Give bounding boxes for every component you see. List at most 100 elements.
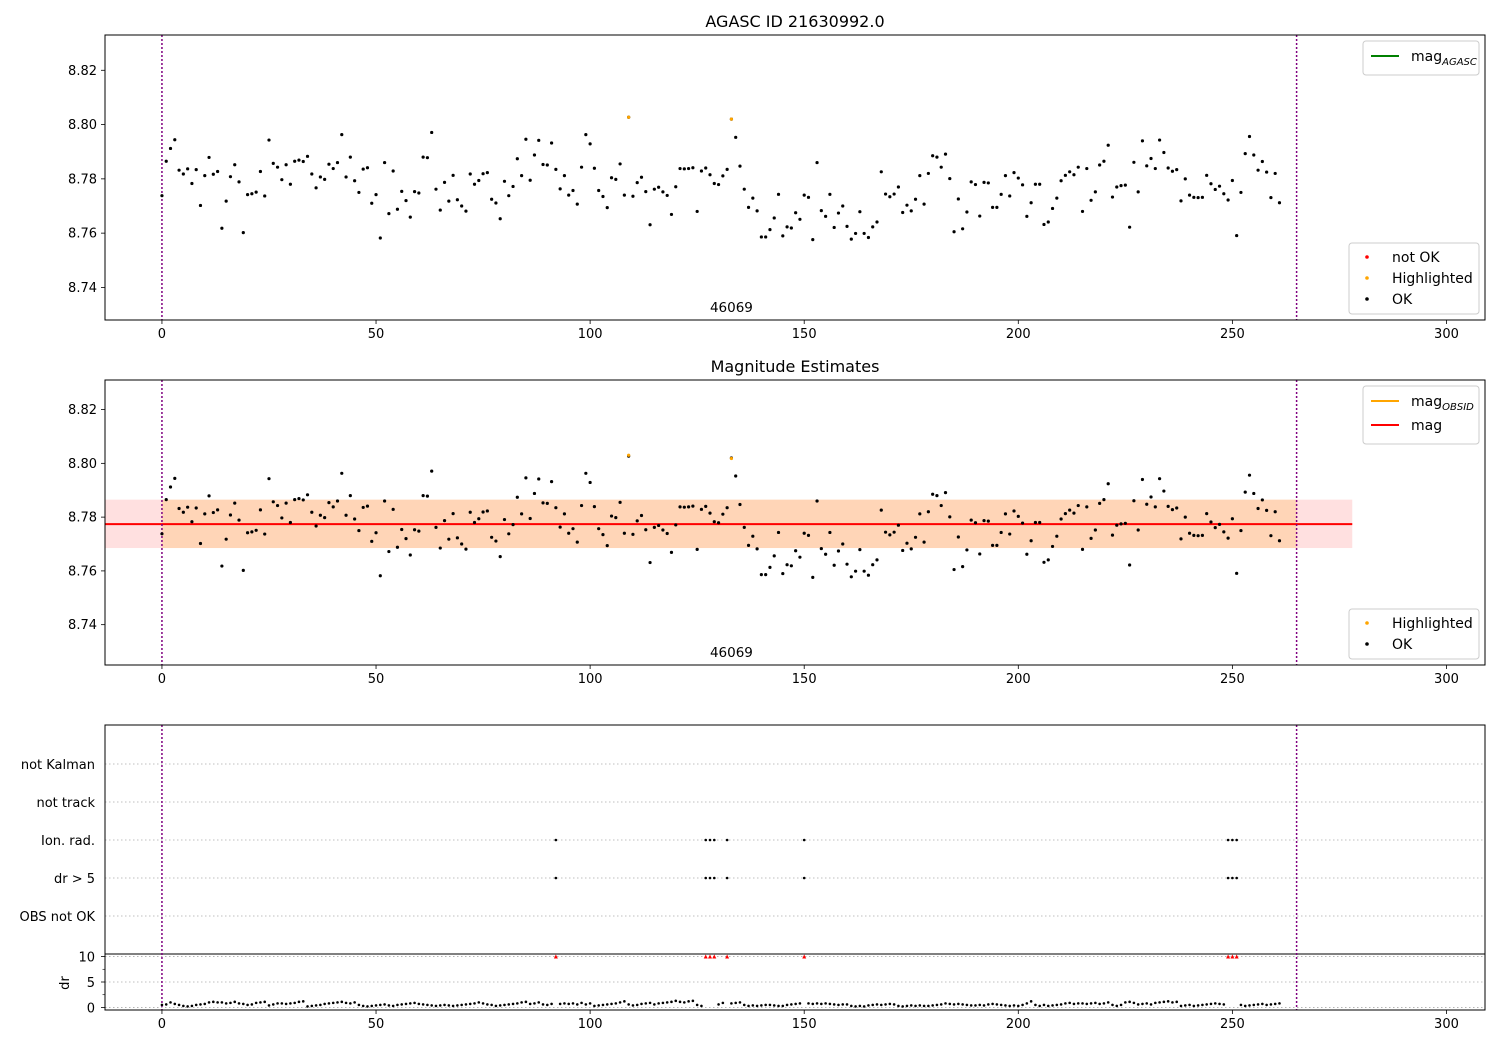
point-ok [224,537,228,541]
point-ok [331,166,335,171]
dr-point [935,1003,939,1007]
x-tick-label: 100 [578,672,603,687]
point-ok [387,549,391,554]
dr-point [507,1003,511,1006]
point-ok [665,531,669,536]
point-ok [952,567,956,572]
point-ok [177,168,181,172]
point-ok [811,238,815,242]
dr-point [1012,1004,1016,1007]
dr-point [1256,1003,1260,1006]
point-ok [1123,183,1127,187]
dr-point [1183,1004,1187,1007]
point-ok [1085,505,1089,509]
dr-point [683,1001,686,1004]
point-ok [1102,498,1106,502]
dr-point [1154,1001,1157,1005]
dr-point [314,1004,318,1007]
dr-point [1269,1003,1273,1006]
dr-capped-marker [712,954,717,959]
dr-point [764,1003,767,1007]
point-ok [370,539,374,543]
point-ok [481,172,485,176]
x-tick-label: 200 [1006,327,1031,342]
point-ok [532,491,537,496]
point-ok [181,510,185,514]
point-ok [1230,517,1234,521]
panel-title: AGASC ID 21630992.0 [705,12,884,31]
point-ok [1192,533,1196,538]
point-ok [1128,563,1132,567]
y-tick-label: 8.82 [68,64,97,79]
dr-point [850,1004,853,1008]
flag-point-dr [708,876,712,880]
point-ok [1209,520,1213,524]
legend-lower [1348,608,1480,660]
legend-label-0: Highlighted [1392,616,1473,632]
point-ok [494,539,498,543]
dr-point [657,1002,660,1005]
flag-point-ion-rad [554,838,558,842]
point-ok [686,505,691,509]
dr-point [909,1004,913,1007]
point-ok [318,175,322,179]
point-ok [254,190,258,194]
point-ok [755,547,759,551]
dr-point [1051,1004,1054,1007]
point-ok [378,574,382,578]
point-ok [1098,163,1102,167]
point-ok [841,542,845,546]
flag-row-label: not track [36,796,95,811]
flag-point-ion-rad [1226,838,1230,842]
point-ok [207,155,211,160]
point-ok [935,155,939,159]
dr-point [408,1002,412,1005]
point-ok [1200,195,1205,199]
point-ok [233,501,237,505]
flag-row-label: Ion. rad. [41,834,95,849]
y-tick-label: 8.76 [68,227,97,242]
point-ok [1183,177,1187,181]
dr-y-tick-label: 10 [78,951,95,966]
point-ok [455,198,459,202]
point-ok [862,569,866,573]
dr-point [494,1004,498,1008]
dr-point [563,1002,566,1005]
dr-point [653,1003,656,1006]
dr-point [1042,1003,1046,1007]
point-ok [819,546,823,551]
dr-point [182,1004,185,1008]
dr-point [734,1001,737,1005]
dr-point [1192,1004,1196,1008]
dr-point [366,1005,369,1008]
point-ok [370,201,374,205]
point-ok [901,548,905,553]
point-ok [657,185,661,189]
point-ok [789,226,793,230]
point-ok [1072,511,1076,515]
point-ok [378,236,382,240]
point-ok [447,199,451,203]
point-ok [494,201,498,205]
point-ok [1175,168,1179,172]
point-ok [901,210,905,215]
point-ok [451,173,455,177]
point-ok [177,506,181,511]
dr-point [952,1003,956,1006]
point-ok [1243,152,1247,156]
point-ok [434,525,438,529]
point-highlighted [729,456,734,461]
point-ok [772,216,776,220]
dr-point [1111,1003,1114,1007]
point-ok [644,528,648,532]
y-tick-label: 8.80 [68,118,97,133]
point-ok [1175,506,1179,510]
point-ok [785,225,789,229]
point-ok [1269,534,1273,538]
point-ok [224,199,228,203]
dr-point [456,1004,459,1007]
dr-point [695,1003,699,1007]
point-ok [588,142,592,146]
point-ok [1226,198,1230,202]
